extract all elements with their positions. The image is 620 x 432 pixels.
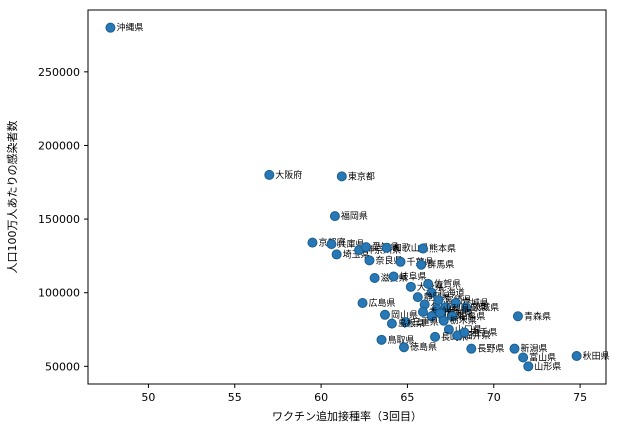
data-point-label: 東京都 (348, 170, 375, 182)
y-tick-label: 200000 (38, 139, 80, 152)
data-point-label: 栃木県 (450, 315, 477, 327)
data-point (461, 302, 472, 313)
data-point (423, 278, 434, 289)
x-tick-label: 70 (487, 391, 501, 404)
data-point (364, 255, 375, 266)
y-axis-title: 人口100万人あたりの感染者数 (5, 121, 19, 274)
data-point-label: 北海道 (438, 287, 465, 299)
data-point (336, 171, 347, 182)
y-tick-label: 150000 (38, 213, 80, 226)
data-point-label: 山梨県 (443, 303, 470, 315)
data-point (400, 317, 411, 328)
data-point (417, 306, 428, 317)
data-point (329, 211, 340, 222)
data-point-label: 徳島県 (410, 341, 437, 353)
data-point-label: 大阪府 (275, 169, 302, 181)
data-point-label: 青森県 (524, 310, 551, 322)
data-point (466, 343, 477, 354)
data-point (376, 334, 387, 345)
x-tick-label: 75 (573, 391, 587, 404)
data-point-label: 富山県 (529, 351, 556, 363)
data-point (416, 259, 427, 270)
data-point (395, 256, 406, 267)
data-point (307, 237, 318, 248)
data-point (264, 169, 275, 180)
data-point (512, 311, 523, 322)
data-point (360, 242, 371, 253)
axes-spines (87, 9, 607, 385)
data-point-label: 島根県 (398, 318, 425, 330)
data-point-label: 岡山県 (391, 310, 418, 321)
data-point (571, 351, 582, 362)
data-point (417, 243, 428, 254)
data-point (331, 249, 342, 260)
data-point-label: 福岡県 (341, 210, 368, 222)
data-point-label: 山形県 (534, 360, 561, 372)
x-axis-title: ワクチン追加接種率（3回目） (272, 409, 422, 423)
data-point (369, 272, 380, 283)
data-point-label: 沖縄県 (116, 22, 143, 34)
data-point (405, 281, 416, 292)
data-point (326, 239, 337, 250)
data-point-label: 群馬県 (427, 259, 454, 271)
x-tick-label: 60 (314, 391, 328, 404)
data-point (386, 318, 397, 329)
data-point (379, 309, 390, 320)
data-point (381, 242, 392, 253)
data-point-label: 佐賀県 (434, 278, 461, 290)
data-point (426, 287, 437, 298)
data-point-label: 広島県 (369, 297, 396, 309)
y-tick-label: 50000 (45, 360, 80, 373)
y-tick-label: 250000 (38, 66, 80, 79)
data-point-label: 岐阜県 (400, 271, 427, 283)
data-point-label: 奈良県 (375, 254, 402, 266)
data-point (357, 298, 368, 309)
data-point-label: 福島県 (458, 310, 485, 322)
data-point (459, 327, 470, 338)
data-point-label: 鳥取県 (388, 334, 415, 346)
data-point-label: 福井県 (464, 329, 491, 341)
data-point-label: 茨城県 (472, 301, 499, 313)
data-point-label: 三重県 (412, 316, 439, 328)
data-point-label: 新潟県 (520, 343, 547, 355)
data-point (450, 298, 461, 309)
data-point-label: 熊本県 (429, 243, 456, 255)
x-tick-label: 50 (141, 391, 155, 404)
x-tick-label: 65 (400, 391, 414, 404)
data-point (412, 292, 423, 303)
data-point (430, 331, 441, 342)
y-tick-label: 100000 (38, 287, 80, 300)
data-point-label: 岩手県 (470, 326, 497, 338)
data-point-label: 秋田県 (583, 350, 610, 362)
data-point (523, 361, 534, 372)
data-point (398, 342, 409, 353)
data-point (518, 352, 529, 363)
data-point (388, 271, 399, 282)
data-point (509, 343, 520, 354)
data-point-label: 長野県 (477, 344, 504, 355)
data-point (438, 315, 449, 326)
x-tick-label: 55 (228, 391, 242, 404)
data-point (105, 22, 116, 33)
data-point (447, 311, 458, 322)
data-point (433, 295, 444, 306)
data-point (426, 311, 437, 322)
data-point (443, 324, 454, 335)
